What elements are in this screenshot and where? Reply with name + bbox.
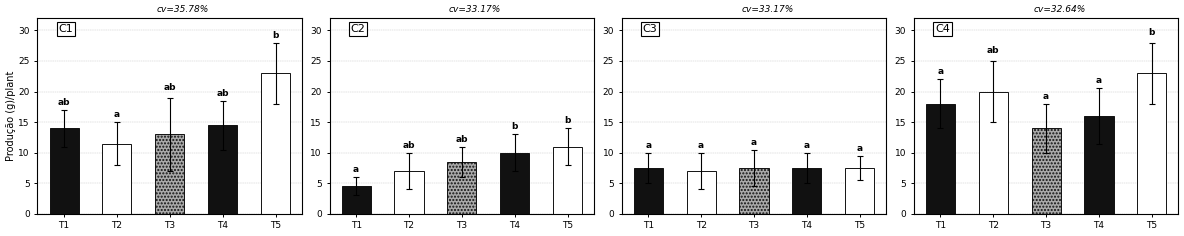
Bar	[394, 171, 424, 214]
Text: a: a	[857, 144, 863, 153]
Text: cv=35.78%: cv=35.78%	[157, 5, 210, 14]
Text: ab: ab	[58, 98, 70, 107]
Text: a: a	[751, 138, 757, 147]
Bar	[792, 168, 822, 214]
Text: C4: C4	[935, 24, 950, 34]
Text: a: a	[804, 141, 810, 150]
Text: a: a	[938, 67, 944, 76]
Text: a: a	[114, 110, 120, 119]
Text: b: b	[1148, 28, 1156, 37]
Text: C1: C1	[59, 24, 73, 34]
Y-axis label: Produção (g)/plant: Produção (g)/plant	[6, 71, 15, 161]
Bar	[208, 125, 237, 214]
Bar	[979, 92, 1008, 214]
Text: b: b	[565, 116, 571, 125]
Text: C2: C2	[350, 24, 366, 34]
Text: a: a	[1096, 76, 1102, 85]
Text: a: a	[699, 141, 704, 150]
Bar	[1031, 128, 1061, 214]
Bar	[926, 104, 955, 214]
Text: ab: ab	[456, 135, 468, 143]
Text: a: a	[353, 165, 359, 174]
Text: b: b	[272, 31, 278, 40]
Text: C3: C3	[643, 24, 657, 34]
Bar	[260, 73, 290, 214]
Text: a: a	[645, 141, 651, 150]
Bar	[740, 168, 768, 214]
Text: ab: ab	[987, 46, 999, 55]
Bar	[102, 143, 131, 214]
Text: ab: ab	[163, 83, 176, 92]
Bar	[342, 186, 371, 214]
Text: ab: ab	[217, 89, 229, 98]
Text: a: a	[1043, 92, 1049, 101]
Bar	[155, 134, 185, 214]
Bar	[553, 147, 583, 214]
Text: cv=33.17%: cv=33.17%	[741, 5, 793, 14]
Text: cv=33.17%: cv=33.17%	[449, 5, 501, 14]
Bar	[1138, 73, 1166, 214]
Bar	[687, 171, 715, 214]
Bar	[500, 153, 529, 214]
Bar	[448, 162, 476, 214]
Bar	[633, 168, 663, 214]
Text: cv=32.64%: cv=32.64%	[1034, 5, 1086, 14]
Text: ab: ab	[403, 141, 416, 150]
Bar	[845, 168, 874, 214]
Bar	[50, 128, 78, 214]
Text: b: b	[511, 122, 517, 131]
Bar	[1085, 116, 1113, 214]
